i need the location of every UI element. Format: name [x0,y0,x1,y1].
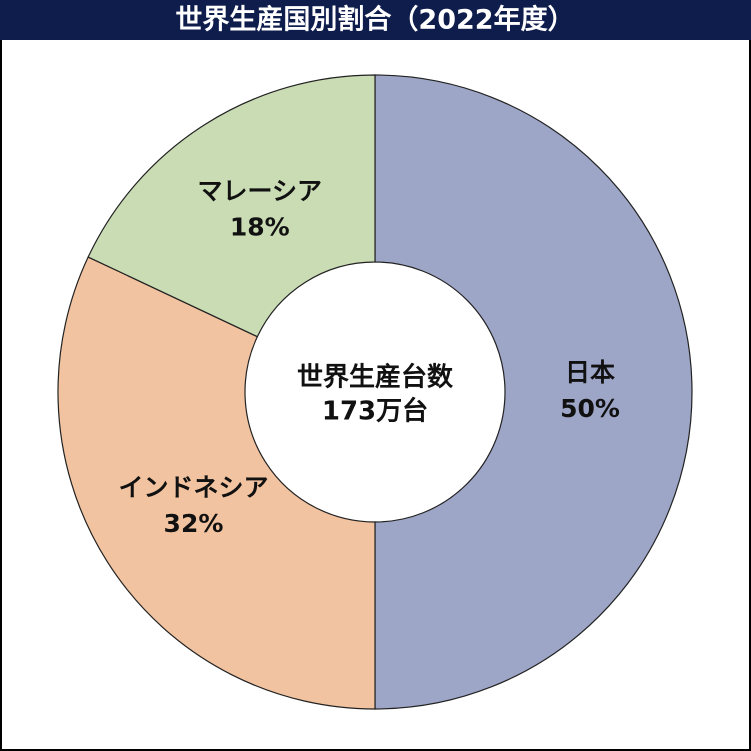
slice-label: 日本 [565,358,615,387]
slice-label: インドネシア [118,473,268,502]
value-label: 18% [230,212,290,241]
value-label: 32% [164,509,224,538]
center-label: 世界生産台数 [297,362,454,393]
slice [374,74,693,710]
slice-label: マレーシア [198,176,323,205]
value-label: 50% [560,394,620,423]
slice [87,74,376,338]
title-bar [0,0,751,40]
chart-title: 世界生産国別割合（2022年度） [175,4,574,36]
center-label: 173万台 [322,396,428,427]
slice [57,256,376,710]
